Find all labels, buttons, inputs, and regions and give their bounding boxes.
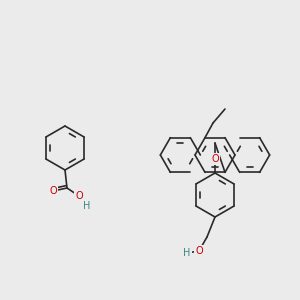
Text: O: O: [75, 191, 83, 201]
Text: O: O: [211, 154, 219, 164]
Text: H: H: [183, 248, 191, 258]
Text: O: O: [195, 246, 203, 256]
Text: H: H: [83, 201, 91, 211]
Text: O: O: [49, 186, 57, 196]
